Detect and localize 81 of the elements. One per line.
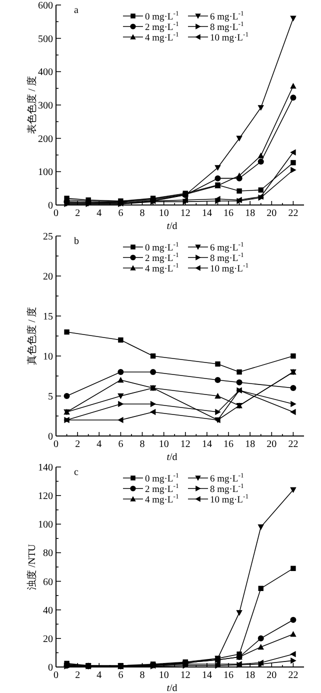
x-tick-label: 16 [224, 208, 234, 219]
x-tick-label: 8 [140, 670, 145, 681]
legend-label: 2 mg·L$^{-1}$ [145, 483, 179, 495]
x-tick-label: 2 [75, 208, 80, 219]
legend-label: 4 mg·L$^{-1}$ [145, 494, 179, 506]
x-tick-label: 16 [224, 439, 234, 450]
legend-label: 0 mg·L$^{-1}$ [145, 10, 179, 22]
y-tick-label: 60 [43, 576, 53, 588]
x-tick-label: 20 [266, 670, 277, 681]
x-tick-label: 6 [118, 670, 124, 681]
legend-label: 10 mg·L$^{-1}$ [210, 494, 249, 506]
y-tick-label: 140 [38, 462, 53, 474]
y-tick-label: 300 [38, 100, 53, 112]
x-tick-label: 14 [202, 208, 212, 219]
x-tick-label: 18 [245, 208, 256, 219]
legend-label: 2 mg·L$^{-1}$ [145, 21, 179, 33]
y-tick-label: 500 [38, 34, 53, 45]
chart-title: b [74, 236, 79, 247]
y-tick-label: 100 [38, 520, 53, 531]
y-tick-label: 5 [48, 392, 53, 402]
y-tick-label: 0 [48, 200, 53, 212]
x-axis-title: t/d [166, 683, 178, 693]
x-tick-label: 20 [266, 208, 277, 219]
y-tick-label: 15 [43, 312, 53, 322]
x-tick-label: 8 [140, 208, 145, 219]
y-tick-label: 20 [43, 272, 53, 282]
x-tick-label: 8 [140, 439, 145, 450]
legend-label: 6 mg·L$^{-1}$ [210, 10, 244, 22]
x-tick-label: 10 [158, 439, 169, 450]
x-tick-label: 10 [158, 208, 169, 219]
x-tick-label: 6 [118, 208, 124, 219]
x-tick-label: 4 [96, 439, 102, 450]
y-tick-label: 0 [48, 662, 53, 674]
y-tick-label: 400 [38, 67, 53, 78]
x-axis-title: t/d [166, 221, 178, 232]
legend-label: 0 mg·L$^{-1}$ [145, 472, 179, 484]
legend-label: 6 mg·L$^{-1}$ [210, 472, 244, 484]
legend-label: 2 mg·L$^{-1}$ [145, 252, 179, 264]
legend-label: 10 mg·L$^{-1}$ [210, 262, 249, 274]
legend-label: 10 mg·L$^{-1}$ [210, 32, 249, 44]
y-axis-title: 表色色度 / 度 [26, 76, 38, 134]
x-tick-label: 12 [180, 208, 190, 219]
x-tick-label: 18 [245, 439, 256, 450]
x-tick-label: 22 [288, 439, 298, 450]
legend-label: 4 mg·L$^{-1}$ [145, 262, 179, 274]
x-tick-label: 4 [96, 670, 102, 681]
x-tick-label: 2 [75, 439, 80, 450]
legend-label: 0 mg·L$^{-1}$ [145, 242, 179, 254]
y-tick-label: 200 [38, 134, 53, 145]
x-tick-label: 6 [118, 439, 124, 450]
x-tick-label: 18 [245, 670, 256, 681]
y-tick-label: 120 [38, 491, 53, 502]
x-tick-label: 12 [180, 670, 190, 681]
y-axis-title: 浊度 /NTU [26, 543, 38, 590]
legend-label: 8 mg·L$^{-1}$ [210, 252, 244, 264]
x-tick-label: 22 [288, 670, 298, 681]
legend-label: 6 mg·L$^{-1}$ [210, 242, 244, 254]
y-tick-label: 80 [43, 548, 53, 560]
x-axis-title: t/d [166, 452, 178, 463]
chart-title: c [74, 467, 79, 478]
y-tick-label: 20 [43, 634, 53, 645]
y-tick-label: 10 [43, 352, 53, 362]
y-tick-label: 0 [48, 432, 53, 442]
chart-title: a [74, 5, 79, 16]
legend-label: 4 mg·L$^{-1}$ [145, 32, 179, 44]
y-tick-label: 40 [43, 605, 53, 616]
x-tick-label: 14 [202, 670, 212, 681]
x-tick-label: 22 [288, 208, 298, 219]
x-tick-label: 4 [96, 208, 102, 219]
x-tick-label: 16 [224, 670, 234, 681]
x-tick-label: 14 [202, 439, 212, 450]
x-tick-label: 2 [75, 670, 80, 681]
x-tick-label: 20 [266, 439, 277, 450]
x-tick-label: 10 [158, 670, 169, 681]
x-tick-label: 12 [180, 439, 190, 450]
y-tick-label: 25 [43, 232, 53, 242]
legend-label: 8 mg·L$^{-1}$ [210, 21, 244, 33]
y-axis-title: 真色色度 / 度 [26, 307, 38, 365]
legend-label: 8 mg·L$^{-1}$ [210, 483, 244, 495]
y-tick-label: 100 [38, 167, 53, 178]
y-tick-label: 600 [38, 0, 53, 12]
